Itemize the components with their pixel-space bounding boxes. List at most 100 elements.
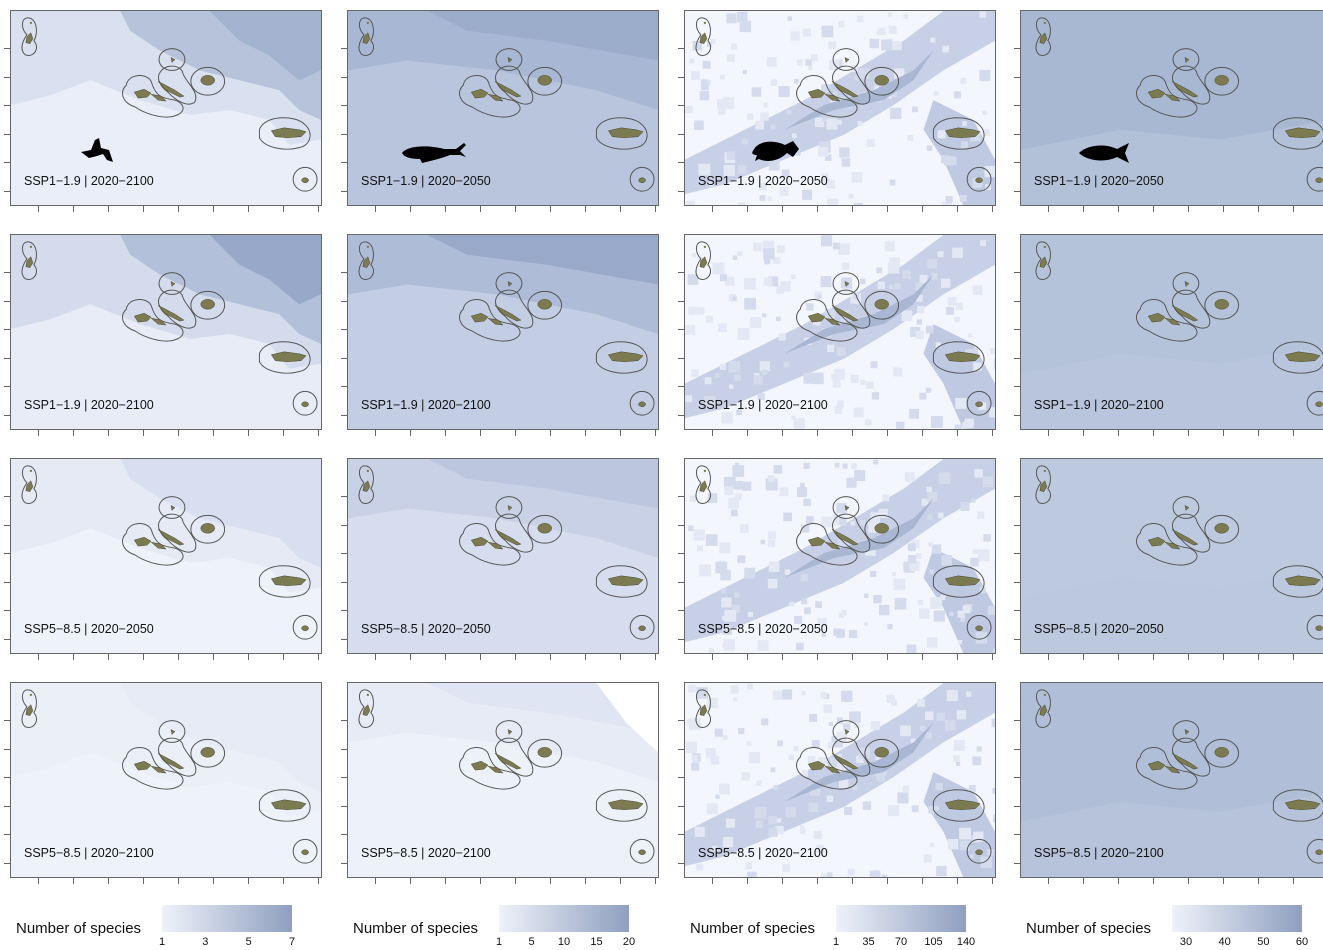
axis-tick	[957, 430, 958, 436]
legend-title: Number of species	[353, 920, 479, 937]
axis-tick	[1014, 386, 1020, 387]
axis-tick	[1014, 105, 1020, 106]
axis-tick	[678, 105, 684, 106]
scenario-period-label: SSP1−1.9 | 2020−2100	[1034, 398, 1164, 412]
axis-tick	[4, 582, 10, 583]
map-raster	[685, 235, 995, 429]
axis-tick	[1223, 206, 1224, 212]
axis-tick	[248, 878, 249, 884]
axis-tick	[143, 654, 144, 660]
axis-tick	[655, 654, 656, 660]
legend-tick-label: 35	[862, 936, 875, 948]
axis-tick	[341, 720, 347, 721]
map-raster	[348, 459, 658, 653]
axis-tick	[1083, 878, 1084, 884]
axis-tick	[922, 430, 923, 436]
axis-tick	[678, 863, 684, 864]
axis-tick	[341, 749, 347, 750]
legend-tick-label: 5	[528, 936, 535, 948]
axis-tick	[108, 878, 109, 884]
map-raster	[348, 683, 658, 877]
scenario-period-label: SSP1−1.9 | 2020−2050	[361, 174, 491, 188]
axis-tick	[4, 525, 10, 526]
axis-tick	[1048, 206, 1049, 212]
axis-tick	[4, 553, 10, 554]
axis-tick	[678, 777, 684, 778]
axis-tick	[1153, 206, 1154, 212]
map-panel-r1-c4: SSP1−1.9 | 2020−2050	[1020, 10, 1323, 206]
axis-tick	[375, 206, 376, 212]
axis-tick	[992, 430, 993, 436]
axis-tick	[678, 834, 684, 835]
axis-tick	[992, 654, 993, 660]
axis-tick	[782, 654, 783, 660]
axis-tick	[1223, 430, 1224, 436]
axis-tick	[108, 654, 109, 660]
axis-tick	[1188, 206, 1189, 212]
axis-tick	[712, 206, 713, 212]
axis-tick	[341, 639, 347, 640]
scenario-period-label: SSP1−1.9 | 2020−2100	[698, 398, 828, 412]
islands-layer	[21, 689, 318, 864]
axis-tick	[852, 430, 853, 436]
axis-tick	[1048, 430, 1049, 436]
axis-tick	[922, 654, 923, 660]
axis-tick	[283, 206, 284, 212]
legend-tick-label: 7	[288, 936, 296, 948]
axis-tick	[550, 878, 551, 884]
axis-tick	[375, 430, 376, 436]
axis-tick	[4, 134, 10, 135]
map-panel-r3-c3: SSP5−8.5 | 2020−2050	[684, 458, 996, 654]
map-panel-r4-c4: SSP5−8.5 | 2020−2100	[1020, 682, 1323, 878]
axis-tick	[4, 496, 10, 497]
axis-tick	[992, 878, 993, 884]
map-panel-r4-c2: SSP5−8.5 | 2020−2100	[347, 682, 659, 878]
map-raster	[1021, 459, 1323, 653]
map-raster	[348, 235, 658, 429]
legend-tick-label: 105	[924, 936, 943, 948]
axis-tick	[1048, 878, 1049, 884]
islands-layer	[358, 17, 655, 192]
axis-tick	[4, 863, 10, 864]
axis-tick	[1293, 654, 1294, 660]
axis-tick	[341, 272, 347, 273]
map-panel-r2-c4: SSP1−1.9 | 2020−2100	[1020, 234, 1323, 430]
legend-tick-label: 3	[202, 936, 209, 948]
legend-color-bar	[836, 905, 966, 932]
axis-tick	[852, 878, 853, 884]
axis-tick	[341, 415, 347, 416]
scenario-period-label: SSP5−8.5 | 2020−2100	[1034, 846, 1164, 860]
axis-tick	[515, 654, 516, 660]
axis-tick	[4, 272, 10, 273]
scenario-period-label: SSP5−8.5 | 2020−2050	[1034, 622, 1164, 636]
axis-tick	[1014, 806, 1020, 807]
axis-tick	[375, 878, 376, 884]
axis-tick	[1014, 720, 1020, 721]
islands-layer	[695, 465, 992, 640]
axis-tick	[213, 430, 214, 436]
axis-tick	[341, 48, 347, 49]
axis-tick	[1014, 329, 1020, 330]
axis-tick	[1014, 272, 1020, 273]
map-panel-r3-c4: SSP5−8.5 | 2020−2050	[1020, 458, 1323, 654]
axis-tick	[852, 654, 853, 660]
scenario-period-label: SSP5−8.5 | 2020−2050	[361, 622, 491, 636]
map-raster	[11, 459, 321, 653]
scenario-period-label: SSP1−1.9 | 2020−2050	[1034, 174, 1164, 188]
bird-silhouette-icon	[81, 138, 113, 162]
axis-tick	[4, 77, 10, 78]
axis-tick	[1293, 878, 1294, 884]
legend-title: Number of species	[1026, 920, 1152, 937]
axis-tick	[678, 639, 684, 640]
axis-tick	[4, 834, 10, 835]
legend-color-bar	[1172, 905, 1302, 932]
axis-tick	[4, 358, 10, 359]
legend-marine-mammals: Number of species 1 5 10 15 20	[353, 903, 653, 949]
axis-tick	[922, 878, 923, 884]
axis-tick	[445, 654, 446, 660]
axis-tick	[1014, 496, 1020, 497]
axis-tick	[4, 301, 10, 302]
axis-tick	[213, 654, 214, 660]
islands-layer	[1035, 17, 1323, 192]
legend-tick-label: 70	[894, 936, 908, 948]
